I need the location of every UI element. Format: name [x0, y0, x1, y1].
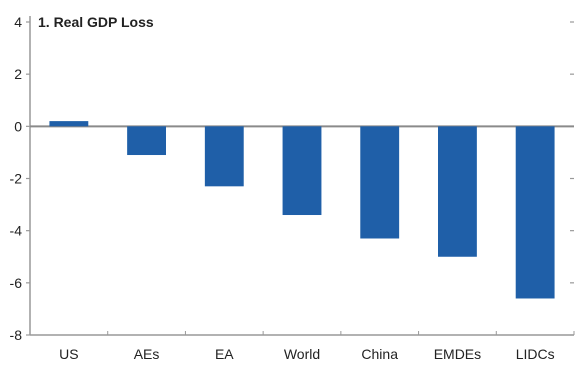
y-tick-label: 2: [14, 66, 22, 82]
y-tick-label: -2: [10, 171, 23, 187]
x-tick-label-lidcs: LIDCs: [516, 346, 555, 362]
labels-layer: 4 2 0 -2 -4 -6 -8 1. Real GDP Loss US AEs EA World C…: [10, 14, 555, 362]
y-tick-label: 0: [14, 118, 22, 134]
bar-us: [49, 121, 89, 127]
x-tick-label-world: World: [284, 346, 320, 362]
y-tick-label: -6: [10, 275, 23, 291]
y-tick-label: 4: [14, 14, 22, 30]
bar-aes: [127, 126, 166, 156]
bar-china: [360, 126, 400, 239]
bar-lidcs: [515, 126, 555, 299]
bar-emdes: [438, 126, 477, 257]
x-tick-label-china: China: [361, 346, 398, 362]
x-tick-label-us: US: [59, 346, 78, 362]
bars-layer: [49, 121, 555, 299]
x-tick-label-aes: AEs: [134, 346, 160, 362]
chart-title: 1. Real GDP Loss: [38, 14, 154, 30]
x-tick-label-emdes: EMDEs: [434, 346, 481, 362]
bar-world: [282, 126, 322, 216]
y-tick-label: -4: [10, 223, 23, 239]
y-tick-label: -8: [10, 327, 23, 343]
x-tick-label-ea: EA: [215, 346, 234, 362]
bar-ea: [204, 126, 244, 187]
